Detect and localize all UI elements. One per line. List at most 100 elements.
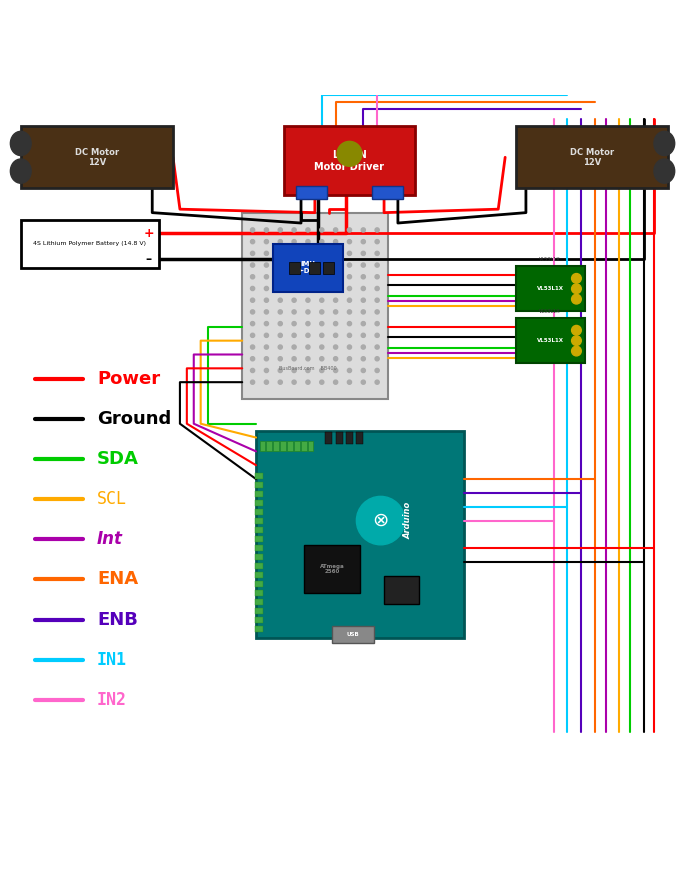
Circle shape	[264, 369, 268, 372]
Circle shape	[292, 274, 296, 279]
Circle shape	[306, 263, 310, 267]
Bar	[255, 580, 263, 587]
Circle shape	[347, 228, 352, 232]
Bar	[255, 482, 263, 488]
Circle shape	[278, 228, 282, 232]
Circle shape	[572, 284, 581, 294]
Bar	[260, 441, 265, 452]
Circle shape	[264, 228, 268, 232]
Circle shape	[251, 251, 255, 256]
Circle shape	[334, 240, 338, 243]
Circle shape	[320, 251, 324, 256]
Circle shape	[361, 298, 365, 303]
Circle shape	[251, 287, 255, 290]
Bar	[255, 527, 263, 533]
Text: 4S Lithium Polymer Battery (14.8 V): 4S Lithium Polymer Battery (14.8 V)	[33, 242, 147, 246]
Circle shape	[264, 322, 268, 325]
Circle shape	[347, 369, 352, 372]
Bar	[255, 545, 263, 551]
Circle shape	[375, 228, 379, 232]
Circle shape	[278, 287, 282, 290]
Text: Power: Power	[97, 370, 160, 388]
Circle shape	[320, 263, 324, 267]
Circle shape	[361, 380, 365, 385]
Bar	[255, 563, 263, 569]
Text: SCL: SCL	[97, 490, 127, 508]
Circle shape	[375, 322, 379, 325]
Circle shape	[278, 333, 282, 338]
Circle shape	[347, 333, 352, 338]
Circle shape	[292, 263, 296, 267]
Bar	[308, 441, 313, 452]
Circle shape	[347, 322, 352, 325]
Bar	[325, 432, 332, 445]
Circle shape	[361, 274, 365, 279]
Circle shape	[334, 356, 338, 361]
Text: SDA: SDA	[97, 450, 139, 468]
Circle shape	[306, 251, 310, 256]
Text: VL53L1X: VL53L1X	[539, 309, 561, 314]
Bar	[255, 509, 263, 515]
Circle shape	[361, 240, 365, 243]
Text: USB: USB	[347, 632, 359, 638]
Bar	[516, 266, 585, 311]
Circle shape	[292, 369, 296, 372]
Bar	[294, 441, 300, 452]
Circle shape	[361, 228, 365, 232]
Circle shape	[320, 228, 324, 232]
Circle shape	[264, 298, 268, 303]
Text: DC Motor
12V: DC Motor 12V	[570, 147, 614, 167]
Circle shape	[278, 369, 282, 372]
Circle shape	[306, 274, 310, 279]
Circle shape	[320, 298, 324, 303]
Circle shape	[375, 251, 379, 256]
Ellipse shape	[10, 159, 31, 183]
Circle shape	[264, 251, 268, 256]
Circle shape	[292, 287, 296, 290]
Text: BusBoard.com    BB400: BusBoard.com BB400	[279, 366, 337, 370]
Bar	[323, 263, 334, 273]
Bar	[516, 126, 668, 189]
Text: ENA: ENA	[97, 571, 138, 588]
Circle shape	[361, 356, 365, 361]
Circle shape	[334, 228, 338, 232]
Circle shape	[347, 310, 352, 314]
Circle shape	[347, 345, 352, 349]
Circle shape	[306, 345, 310, 349]
Circle shape	[361, 310, 365, 314]
Bar	[255, 473, 263, 479]
Circle shape	[361, 263, 365, 267]
Bar	[346, 432, 353, 445]
Text: VL53L1X: VL53L1X	[536, 338, 564, 343]
Circle shape	[251, 345, 255, 349]
Circle shape	[278, 356, 282, 361]
Circle shape	[320, 287, 324, 290]
Circle shape	[334, 251, 338, 256]
Circle shape	[334, 287, 338, 290]
Circle shape	[264, 263, 268, 267]
Bar	[21, 126, 173, 189]
Circle shape	[334, 263, 338, 267]
Ellipse shape	[654, 159, 675, 183]
Circle shape	[306, 356, 310, 361]
Bar	[516, 318, 585, 363]
Circle shape	[334, 310, 338, 314]
Text: IMU
9-DoF: IMU 9-DoF	[296, 261, 320, 274]
Circle shape	[292, 298, 296, 303]
Circle shape	[306, 287, 310, 290]
Text: Ground: Ground	[97, 410, 171, 428]
Circle shape	[292, 310, 296, 314]
Text: L298N
Motor Driver: L298N Motor Driver	[314, 150, 385, 171]
Bar	[255, 625, 263, 632]
Circle shape	[320, 240, 324, 243]
Bar	[296, 186, 327, 198]
Circle shape	[292, 380, 296, 385]
Circle shape	[264, 345, 268, 349]
Bar	[309, 263, 320, 273]
Circle shape	[375, 287, 379, 290]
Circle shape	[334, 322, 338, 325]
Circle shape	[251, 310, 255, 314]
Circle shape	[347, 356, 352, 361]
Bar	[255, 535, 263, 542]
Circle shape	[306, 333, 310, 338]
